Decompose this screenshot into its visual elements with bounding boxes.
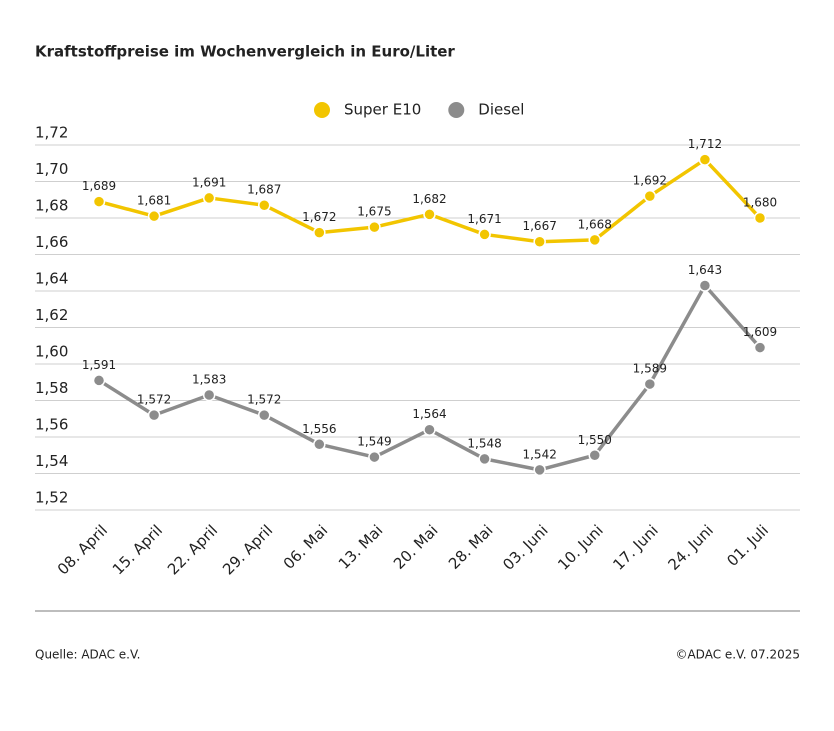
data-label: 1,548	[467, 436, 501, 450]
data-label: 1,689	[82, 179, 116, 193]
data-point	[588, 449, 601, 462]
data-point	[533, 463, 546, 477]
data-label: 1,712	[688, 137, 722, 151]
data-point	[147, 408, 161, 422]
data-point	[258, 408, 271, 422]
data-point	[202, 191, 216, 205]
data-point	[423, 208, 436, 221]
x-tick-label: 13. Mai	[335, 521, 387, 573]
x-tick-label: 22. April	[164, 521, 221, 578]
data-point	[313, 226, 326, 239]
chart-title: Kraftstoffpreise im Wochenvergleich in E…	[35, 43, 455, 61]
legend-label: Super E10	[344, 101, 421, 119]
x-tick-label: 06. Mai	[280, 521, 332, 573]
data-point	[478, 228, 491, 241]
y-tick-label: 1,58	[35, 379, 68, 397]
data-label: 1,572	[137, 393, 171, 407]
y-tick-label: 1,70	[35, 160, 68, 178]
data-label: 1,609	[743, 325, 777, 339]
data-point	[92, 374, 106, 387]
data-point	[478, 452, 491, 466]
data-label: 1,682	[412, 192, 446, 206]
data-point	[258, 198, 271, 212]
data-label: 1,667	[522, 219, 556, 233]
legend-marker	[448, 102, 465, 118]
data-point	[643, 189, 657, 203]
x-tick-label: 10. Juni	[554, 521, 606, 573]
data-point	[588, 233, 601, 247]
source: Quelle: ADAC e.V.	[35, 648, 140, 662]
data-point	[92, 195, 106, 208]
data-label: 1,556	[302, 422, 336, 436]
data-label: 1,583	[192, 373, 226, 387]
data-point	[313, 438, 326, 451]
data-label: 1,668	[578, 217, 612, 231]
data-label: 1,564	[412, 407, 446, 421]
data-label: 1,550	[578, 433, 612, 447]
x-tick-label: 24. Juni	[664, 521, 716, 573]
x-tick-label: 20. Mai	[390, 521, 442, 573]
y-tick-label: 1,60	[35, 343, 68, 361]
data-point	[147, 209, 161, 223]
data-point	[368, 220, 381, 234]
y-tick-label: 1,66	[35, 233, 68, 251]
y-tick-label: 1,52	[35, 489, 68, 507]
legend-marker	[314, 102, 330, 118]
x-tick-label: 15. April	[109, 521, 166, 578]
x-tick-label: 17. Juni	[609, 521, 661, 573]
data-point	[643, 377, 657, 391]
data-label: 1,692	[633, 174, 667, 188]
y-tick-label: 1,62	[35, 306, 68, 324]
data-point	[533, 235, 546, 248]
y-tick-label: 1,72	[35, 124, 68, 142]
data-label: 1,687	[247, 183, 281, 197]
data-point	[423, 423, 436, 436]
data-label: 1,691	[192, 175, 226, 189]
data-point	[698, 153, 712, 166]
x-tick-label: 29. April	[219, 521, 276, 578]
legend-label: Diesel	[478, 101, 524, 119]
data-label: 1,643	[688, 263, 722, 277]
data-label: 1,671	[467, 212, 501, 226]
data-label: 1,572	[247, 393, 281, 407]
data-label: 1,675	[357, 205, 391, 219]
y-tick-label: 1,56	[35, 416, 68, 434]
data-label: 1,589	[633, 362, 667, 376]
data-point	[368, 450, 381, 464]
y-tick-label: 1,64	[35, 270, 68, 288]
data-label: 1,549	[357, 435, 391, 449]
data-point	[753, 211, 767, 225]
y-tick-label: 1,54	[35, 452, 68, 470]
x-tick-label: 03. Juni	[499, 521, 551, 573]
data-label: 1,680	[743, 196, 777, 210]
data-point	[753, 341, 767, 354]
x-tick-label: 01. Juli	[723, 521, 772, 570]
data-label: 1,591	[82, 358, 116, 372]
y-tick-label: 1,68	[35, 197, 68, 215]
data-label: 1,672	[302, 210, 336, 224]
data-point	[202, 388, 216, 402]
x-tick-label: 28. Mai	[445, 521, 497, 573]
copyright: ©ADAC e.V. 07.2025	[675, 648, 800, 662]
data-label: 1,542	[522, 447, 556, 461]
data-point	[698, 279, 712, 292]
data-label: 1,681	[137, 194, 171, 208]
x-tick-label: 08. April	[54, 521, 111, 578]
